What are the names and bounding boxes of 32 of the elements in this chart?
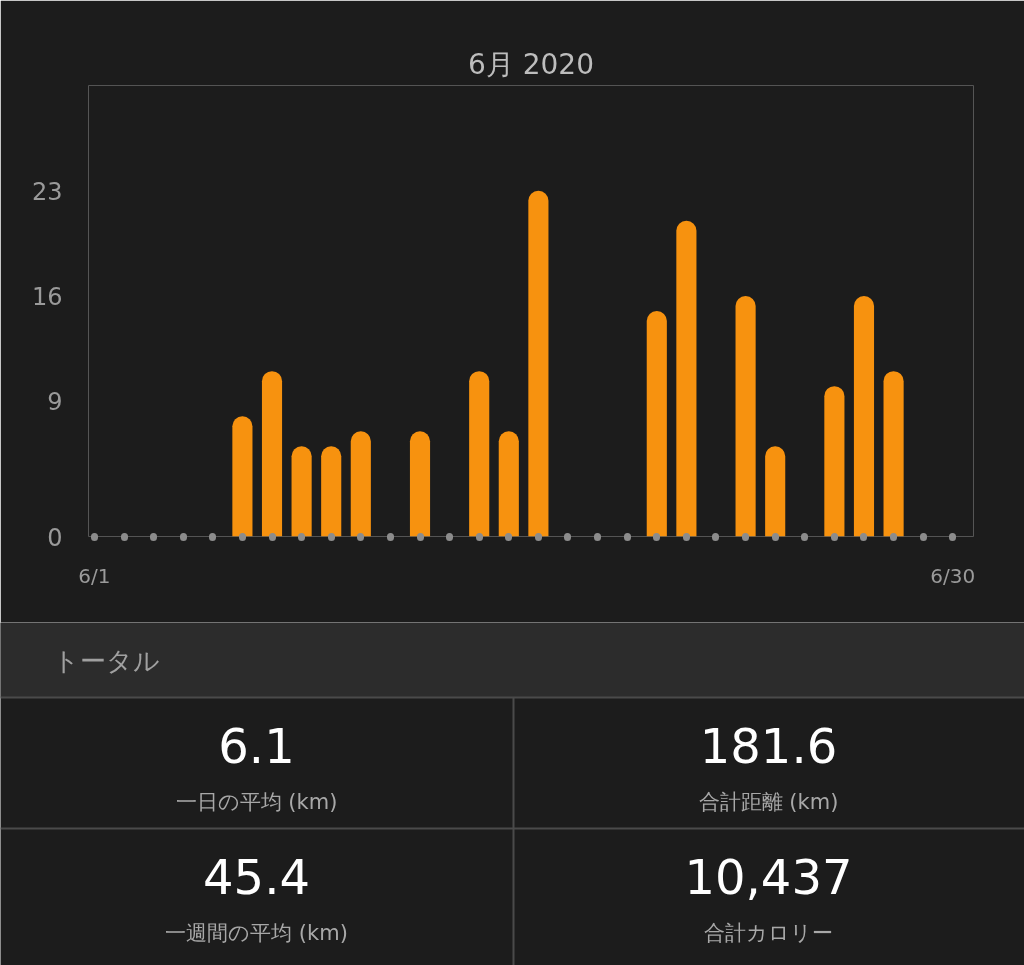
bar	[824, 386, 845, 537]
text: 一週間の平均 (km)	[165, 920, 348, 945]
y-tick-label: 16	[31, 282, 63, 311]
text: トータル	[52, 645, 160, 676]
text: 45.4	[203, 849, 310, 905]
text: 合計距離 (km)	[698, 789, 839, 814]
bar	[469, 371, 490, 537]
text: 10,437	[684, 849, 853, 905]
text: 合計カロリー	[704, 920, 833, 945]
bar	[321, 446, 342, 537]
bar	[350, 431, 371, 537]
bar	[232, 416, 253, 537]
bar	[646, 311, 667, 537]
text: 181.6	[699, 718, 838, 774]
x-tick-label: 6/30	[930, 563, 976, 588]
y-tick-label: 23	[31, 177, 63, 206]
bar	[528, 190, 549, 537]
bar	[883, 371, 904, 537]
y-tick-label: 9	[47, 388, 63, 417]
text: 一日の平均 (km)	[175, 789, 338, 814]
text: 6.1	[218, 718, 295, 774]
bar	[765, 446, 786, 537]
bar	[409, 431, 431, 537]
x-tick-label: 6/1	[78, 563, 111, 588]
bar	[676, 220, 697, 537]
bar	[853, 295, 875, 537]
chart-title: 6月 2020	[468, 47, 594, 81]
bar	[261, 371, 283, 537]
bar	[291, 446, 312, 537]
bar	[498, 431, 519, 537]
y-tick-label: 0	[47, 523, 63, 552]
bar	[735, 295, 756, 537]
